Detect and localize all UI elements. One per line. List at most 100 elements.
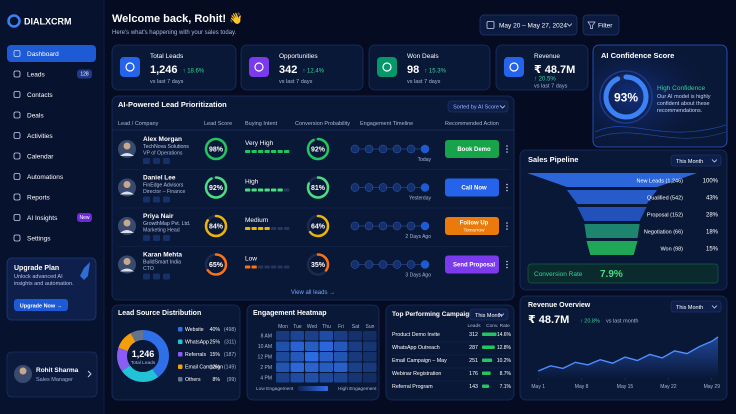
label: Low Engagement xyxy=(256,386,294,392)
heat-cell xyxy=(305,341,319,351)
label: 15% xyxy=(706,247,719,253)
label: Thu xyxy=(322,324,331,330)
funnel-stage xyxy=(577,207,647,221)
dot xyxy=(506,183,508,186)
funnel-stage xyxy=(586,241,638,255)
more-menu[interactable] xyxy=(506,145,508,153)
dot xyxy=(506,148,508,150)
label: Conv. Rate xyxy=(486,323,510,329)
avatar-head xyxy=(123,142,131,150)
nav-item[interactable]: Settings xyxy=(13,234,51,243)
label: 28% xyxy=(706,213,719,219)
sort-dropdown[interactable]: Sorted by AI Score xyxy=(447,100,509,113)
lead-name: Daniel Lee xyxy=(143,175,176,182)
more-menu[interactable] xyxy=(506,260,508,269)
nav-item[interactable]: Deals xyxy=(13,111,44,120)
intent-bars xyxy=(245,150,290,153)
label: 8.7% xyxy=(500,371,512,377)
intent-segment xyxy=(271,265,277,269)
label: Total Leads xyxy=(150,53,184,60)
nav-item[interactable]: Activities xyxy=(13,132,53,141)
label: 1,246 xyxy=(132,349,155,359)
conversion-gauge xyxy=(306,137,330,161)
label: Sat xyxy=(352,324,360,330)
filter-button[interactable]: Filter xyxy=(582,14,620,36)
label: (99) xyxy=(227,377,236,383)
upgrade-button[interactable]: Upgrade Now → xyxy=(14,299,68,311)
label: 287 xyxy=(469,345,478,351)
nav-item[interactable]: Reports xyxy=(13,193,51,202)
nav-label: Leads xyxy=(27,72,45,79)
heat-cell xyxy=(319,341,333,351)
label: Book Demo xyxy=(457,147,491,153)
label: May 20 – May 27, 2024 xyxy=(499,23,567,30)
intent-segment xyxy=(251,227,257,230)
heat-cell xyxy=(305,373,319,383)
view-all-link[interactable]: View all leads → xyxy=(291,290,335,296)
label: 15% xyxy=(210,352,221,358)
legend-swatch xyxy=(178,352,183,357)
contact-icon xyxy=(163,196,170,203)
label: Yesterday xyxy=(409,196,432,202)
intent-segment xyxy=(258,227,264,230)
intent-segment xyxy=(251,188,257,192)
dropdown[interactable]: This Month xyxy=(670,154,722,167)
nav-icon xyxy=(13,193,21,201)
heat-cell xyxy=(363,341,377,351)
subtitle: Here's what's happening with your sales … xyxy=(112,30,237,36)
nav-item[interactable]: Calendar xyxy=(13,152,54,161)
timeline-event xyxy=(364,260,374,269)
label: 12 PM xyxy=(258,355,272,361)
label: Low xyxy=(245,256,257,263)
intent-segment xyxy=(258,188,264,192)
donut-segment xyxy=(117,330,169,382)
intent-segment xyxy=(245,188,251,192)
nav-item[interactable]: Leads 128 xyxy=(13,69,92,79)
nav-label: Reports xyxy=(27,195,51,202)
more-menu[interactable] xyxy=(506,222,508,230)
nav-item[interactable]: Dashboard xyxy=(7,45,96,62)
avatar-body xyxy=(120,230,134,233)
label: 3 Days Ago xyxy=(405,273,431,279)
more-menu[interactable] xyxy=(506,183,508,192)
label: Send Proposal xyxy=(453,263,495,269)
user-card[interactable]: Rohit Sharma Sales Manager xyxy=(6,351,98,398)
funnel-stage xyxy=(527,173,697,187)
score-gauge xyxy=(204,176,228,199)
nav-item[interactable]: Automations xyxy=(13,173,64,182)
dropdown[interactable]: This Month xyxy=(670,300,722,313)
action-button[interactable]: Send Proposal xyxy=(445,255,499,274)
dropdown[interactable]: This Month xyxy=(469,308,509,321)
heat-cell xyxy=(334,331,348,341)
contact-icon xyxy=(153,273,160,280)
avatar-body xyxy=(120,191,134,195)
intent-segment xyxy=(245,150,251,153)
dropdown-box xyxy=(670,300,722,313)
kpi-card xyxy=(240,44,364,91)
rate-bar xyxy=(482,358,493,362)
timeline-event xyxy=(420,144,430,154)
funnel-stage xyxy=(566,190,658,204)
contact-icon xyxy=(143,196,150,203)
contact-icon xyxy=(153,196,160,203)
x-tick-label: May 29 xyxy=(704,384,721,390)
dot xyxy=(506,186,508,189)
label: Director – Finance xyxy=(143,189,185,195)
column-header: Engagement Timeline xyxy=(360,121,413,127)
label: Webinar Registration xyxy=(392,371,441,377)
label: ₹ 48.7M xyxy=(528,314,569,326)
conversion-gauge xyxy=(306,253,330,276)
label: Marketing Head xyxy=(143,228,180,234)
x-tick-label: May 15 xyxy=(617,384,634,390)
label: Qualified (542) xyxy=(647,196,683,202)
action-button[interactable]: Book Demo xyxy=(445,140,499,158)
nav-item[interactable]: Contacts xyxy=(13,91,53,100)
nav-item[interactable]: AI Insights New xyxy=(13,213,92,222)
button-bg xyxy=(445,178,499,197)
label: Website xyxy=(185,327,204,333)
action-button[interactable]: Call Now xyxy=(445,178,499,197)
date-picker[interactable]: May 20 – May 27, 2024 xyxy=(479,14,578,36)
heat-cell xyxy=(334,352,348,362)
